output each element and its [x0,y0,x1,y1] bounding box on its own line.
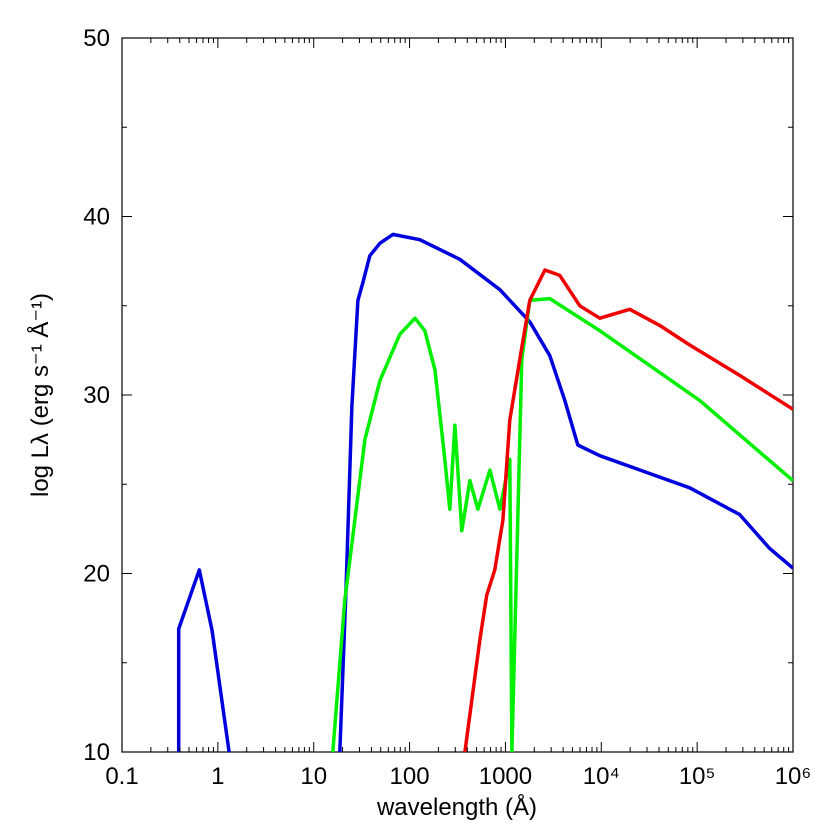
series-line [176,232,793,752]
x-tick-label: 100 [390,763,430,790]
series-line [331,296,793,752]
plot-lines [176,232,793,752]
y-tick-label: 20 [83,561,110,588]
series-line [463,268,793,752]
x-tick-label: 1000 [479,763,532,790]
y-tick-label: 40 [83,204,110,231]
x-tick-label: 10⁶ [775,763,812,790]
y-tick-label: 50 [83,25,110,52]
x-tick-label: 10 [300,763,327,790]
x-axis-label: wavelength (Å) [376,793,537,821]
y-tick-label: 10 [83,739,110,766]
y-tick-label: 30 [83,382,110,409]
x-tick-label: 0.1 [105,763,138,790]
x-tick-label: 10⁵ [679,763,716,790]
y-axis-label: log Lλ (erg s⁻¹ Å⁻¹) [26,293,54,497]
x-tick-label: 1 [211,763,224,790]
x-tick-label: 10⁴ [583,763,620,790]
